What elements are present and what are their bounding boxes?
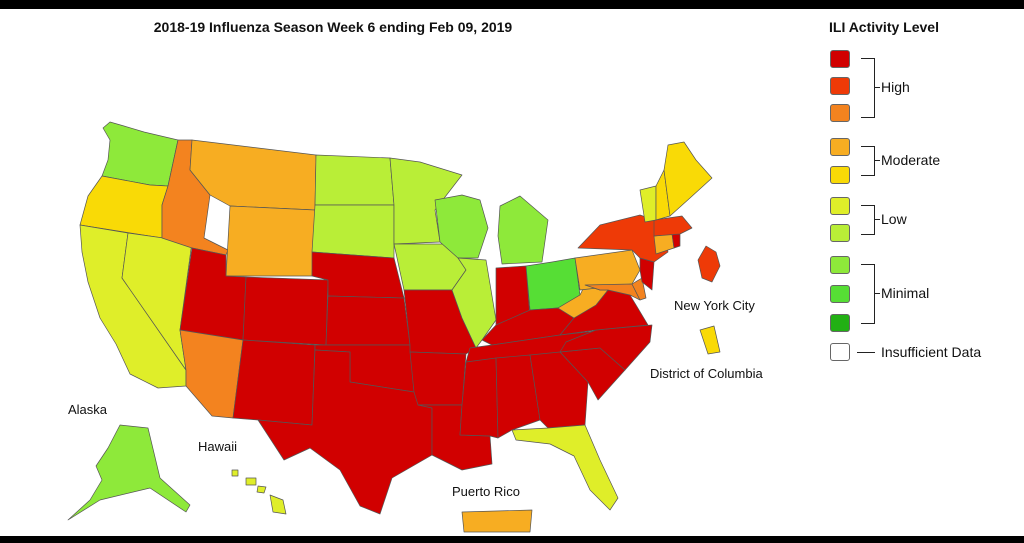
state-AK[interactable] (67, 424, 191, 521)
legend-brace-high (861, 58, 875, 118)
legend-swatch-high-2 (830, 77, 850, 95)
state-TX[interactable] (257, 349, 433, 515)
state-ME[interactable] (663, 141, 713, 217)
state-WI[interactable] (434, 194, 489, 259)
state-NYC[interactable] (697, 245, 721, 283)
state-AL[interactable] (495, 354, 541, 439)
legend-label-moderate: Moderate (881, 152, 941, 168)
state-PR[interactable] (461, 509, 533, 533)
state-CO[interactable] (242, 276, 329, 346)
state-MI[interactable] (497, 195, 549, 265)
legend-label-high: High (881, 79, 910, 95)
legend-brace-tick-moderate (875, 160, 880, 161)
legend-label-minimal: Minimal (881, 285, 930, 301)
top-border (0, 0, 1024, 9)
legend-brace-minimal (861, 264, 875, 324)
state-ND[interactable] (314, 154, 395, 206)
state-WY[interactable] (225, 205, 316, 277)
state-HI[interactable] (269, 494, 287, 515)
label-puerto-rico: Puerto Rico (452, 484, 520, 499)
state-MN[interactable] (389, 157, 463, 245)
legend-swatch-moderate-1 (830, 138, 850, 156)
state-NM[interactable] (232, 339, 316, 426)
state-SD[interactable] (311, 204, 395, 259)
legend-swatch-low-2 (830, 224, 850, 242)
legend-brace-tick-high (875, 87, 880, 88)
map-title: 2018-19 Influenza Season Week 6 ending F… (153, 19, 513, 35)
legend-swatch-high-1 (830, 50, 850, 68)
legend-brace-moderate (861, 146, 875, 176)
state-WA[interactable] (101, 121, 179, 187)
state-DC[interactable] (699, 325, 721, 355)
legend-swatch-minimal-1 (830, 256, 850, 274)
state-AZ[interactable] (179, 329, 244, 419)
state-PA[interactable] (574, 249, 641, 291)
legend-swatch-minimal-3 (830, 314, 850, 332)
legend-swatch-minimal-2 (830, 285, 850, 303)
state-NY[interactable] (577, 214, 669, 263)
label-nyc: New York City (674, 298, 755, 313)
legend-title: ILI Activity Level (829, 19, 939, 35)
legend-swatch-high-3 (830, 104, 850, 122)
legend-dash-insufficient (857, 352, 875, 353)
legend-label-insufficient: Insufficient Data (881, 344, 982, 360)
legend-brace-tick-minimal (875, 293, 880, 294)
legend-brace-low (861, 205, 875, 235)
label-alaska: Alaska (68, 402, 108, 417)
legend-swatch-low-1 (830, 197, 850, 215)
bottom-border (0, 536, 1024, 543)
state-AR[interactable] (409, 351, 467, 406)
state-MA[interactable] (653, 215, 693, 237)
state-CT[interactable] (653, 233, 675, 255)
state-MS[interactable] (459, 357, 499, 439)
legend-swatch-moderate-2 (830, 166, 850, 184)
state-KS[interactable] (325, 295, 411, 346)
state-NC[interactable] (559, 324, 653, 371)
legend-label-low: Low (881, 211, 907, 227)
legend-brace-tick-low (875, 219, 880, 220)
label-dc: District of Columbia (650, 366, 763, 381)
legend-swatch-insufficient (830, 343, 850, 361)
state-HI-islands[interactable] (231, 469, 267, 494)
state-DE[interactable] (631, 277, 647, 301)
label-hawaii: Hawaii (198, 439, 238, 454)
state-FL[interactable] (511, 424, 619, 511)
